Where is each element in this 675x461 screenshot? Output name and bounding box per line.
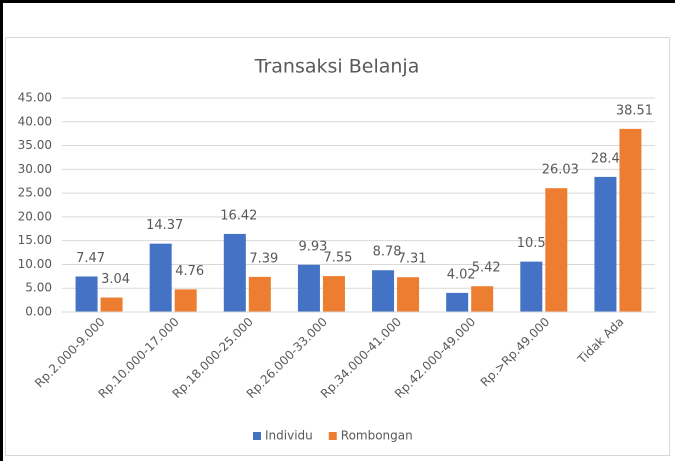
y-tick-label: 35.00 <box>18 138 52 152</box>
data-label: 10.59 <box>517 236 554 251</box>
bar <box>297 264 320 312</box>
data-label: 28.41 <box>591 151 628 166</box>
bar <box>594 176 617 312</box>
bar <box>174 289 197 312</box>
data-label: 26.03 <box>542 163 579 178</box>
bar <box>446 292 469 312</box>
y-tick-label: 0.00 <box>25 305 52 319</box>
y-tick-label: 30.00 <box>18 162 52 176</box>
bar <box>75 276 98 312</box>
y-tick-label: 45.00 <box>18 91 52 105</box>
data-label: 5.42 <box>472 261 501 276</box>
data-label: 9.93 <box>298 239 327 254</box>
data-label: 4.76 <box>175 264 204 279</box>
data-label: 16.42 <box>220 208 257 223</box>
data-label: 8.78 <box>373 245 402 260</box>
bar <box>397 277 420 312</box>
bar <box>545 188 568 312</box>
data-label: 4.02 <box>447 267 476 282</box>
y-tick-label: 5.00 <box>25 281 52 295</box>
y-tick-label: 10.00 <box>18 257 52 271</box>
data-label: 7.55 <box>323 251 352 266</box>
bar <box>223 233 246 312</box>
legend-swatch <box>328 432 337 440</box>
bar <box>619 128 642 312</box>
y-tick-label: 40.00 <box>18 114 52 128</box>
bar <box>372 270 395 312</box>
data-label: 7.39 <box>249 251 278 266</box>
bar <box>322 276 345 312</box>
bar <box>520 261 543 312</box>
y-tick-label: 25.00 <box>18 186 52 200</box>
bar <box>471 286 494 312</box>
legend-label: Rombongan <box>341 429 413 443</box>
data-label: 14.37 <box>146 218 183 233</box>
data-label: 7.31 <box>398 252 427 267</box>
data-label: 38.51 <box>616 103 653 118</box>
legend-swatch <box>253 432 261 440</box>
data-label: 3.04 <box>101 272 130 287</box>
y-tick-label: 15.00 <box>18 233 52 247</box>
bar <box>100 297 123 312</box>
chart-title: Transaksi Belanja <box>254 56 420 78</box>
bar <box>248 276 271 312</box>
bar <box>149 243 172 312</box>
data-label: 7.47 <box>76 251 105 266</box>
legend-label: Individu <box>265 429 313 443</box>
y-tick-label: 20.00 <box>18 209 52 223</box>
